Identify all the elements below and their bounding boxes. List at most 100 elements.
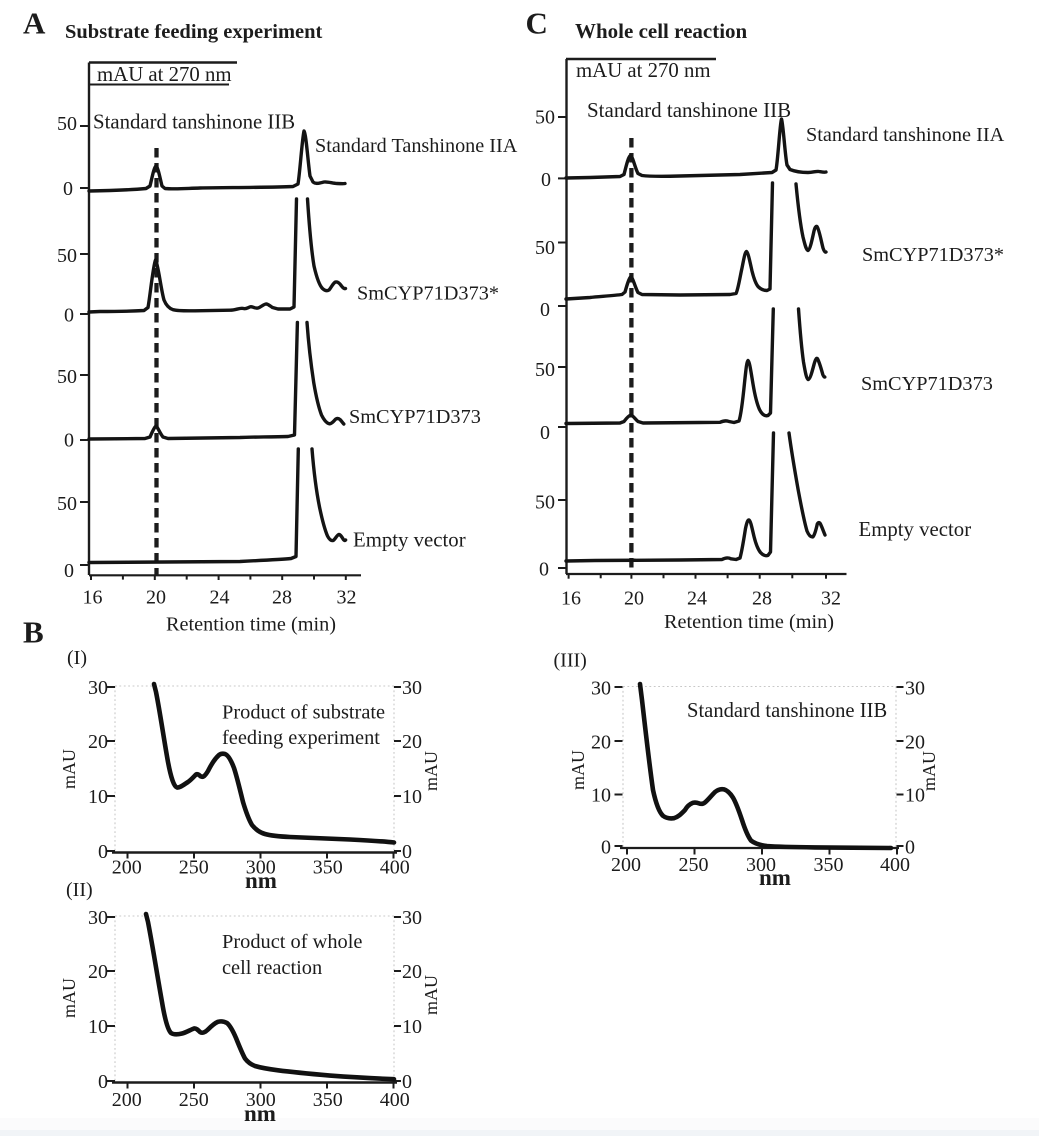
- svg-text:nm: nm: [245, 868, 277, 893]
- svg-text:24: 24: [687, 588, 707, 610]
- svg-text:30: 30: [591, 678, 611, 700]
- svg-text:10: 10: [88, 1016, 108, 1038]
- svg-text:Empty vector: Empty vector: [859, 518, 972, 541]
- svg-text:50: 50: [57, 366, 77, 388]
- svg-text:20: 20: [88, 961, 108, 983]
- svg-text:SmCYP71D373*: SmCYP71D373*: [357, 283, 499, 305]
- svg-text:0: 0: [905, 837, 915, 859]
- svg-text:30: 30: [905, 678, 925, 700]
- svg-text:0: 0: [402, 841, 412, 863]
- svg-text:350: 350: [814, 854, 844, 876]
- svg-text:0: 0: [540, 422, 550, 444]
- svg-text:mAU: mAU: [919, 751, 939, 791]
- svg-text:Empty vector: Empty vector: [353, 529, 466, 552]
- svg-text:20: 20: [591, 732, 611, 754]
- svg-text:350: 350: [313, 1089, 343, 1111]
- svg-text:30: 30: [402, 677, 422, 699]
- svg-text:SmCYP71D373: SmCYP71D373: [861, 373, 993, 395]
- svg-text:300: 300: [746, 854, 776, 876]
- svg-text:10: 10: [591, 785, 611, 807]
- svg-text:300: 300: [246, 1089, 276, 1111]
- svg-text:Retention time (min): Retention time (min): [664, 611, 834, 633]
- svg-text:(I): (I): [67, 647, 87, 669]
- svg-text:Product of whole: Product of whole: [222, 931, 362, 953]
- svg-text:200: 200: [112, 1089, 142, 1111]
- svg-text:mAU: mAU: [421, 975, 441, 1015]
- svg-text:20: 20: [624, 588, 644, 610]
- svg-text:10: 10: [905, 785, 925, 807]
- svg-text:350: 350: [313, 857, 343, 879]
- svg-text:Substrate feeding experiment: Substrate feeding experiment: [65, 21, 323, 43]
- svg-text:Retention time (min): Retention time (min): [166, 614, 336, 636]
- svg-text:30: 30: [88, 907, 108, 929]
- svg-text:mAU: mAU: [421, 751, 441, 791]
- svg-text:Standard tanshinone IIB: Standard tanshinone IIB: [687, 700, 887, 722]
- svg-text:A: A: [23, 6, 46, 41]
- svg-text:SmCYP71D373*: SmCYP71D373*: [862, 244, 1004, 266]
- svg-text:50: 50: [57, 493, 77, 515]
- svg-text:Standard tanshinone IIA: Standard tanshinone IIA: [806, 124, 1005, 146]
- svg-text:Whole cell reaction: Whole cell reaction: [575, 19, 748, 43]
- svg-text:0: 0: [98, 841, 108, 863]
- svg-text:20: 20: [88, 731, 108, 753]
- svg-text:50: 50: [57, 245, 77, 267]
- svg-text:16: 16: [83, 587, 103, 609]
- svg-text:250: 250: [179, 1089, 209, 1111]
- svg-text:30: 30: [88, 677, 108, 699]
- svg-text:10: 10: [402, 1016, 422, 1038]
- svg-text:50: 50: [535, 107, 555, 129]
- svg-text:0: 0: [402, 1071, 412, 1093]
- svg-text:300: 300: [246, 857, 276, 879]
- svg-text:400: 400: [880, 854, 910, 876]
- svg-text:mAU at 270 nm: mAU at 270 nm: [576, 59, 711, 82]
- svg-text:mAU: mAU: [568, 750, 588, 790]
- svg-text:20: 20: [402, 961, 422, 983]
- svg-text:20: 20: [146, 587, 166, 609]
- svg-text:400: 400: [380, 857, 410, 879]
- svg-text:Product of substrate: Product of substrate: [222, 702, 385, 724]
- svg-text:50: 50: [535, 359, 555, 381]
- svg-text:(II): (II): [66, 879, 93, 901]
- svg-text:0: 0: [540, 299, 550, 321]
- svg-text:Standard Tanshinone IIA: Standard Tanshinone IIA: [315, 135, 518, 157]
- svg-text:28: 28: [272, 587, 292, 609]
- svg-text:mAU at 270 nm: mAU at 270 nm: [97, 63, 232, 86]
- svg-text:50: 50: [535, 492, 555, 514]
- svg-text:nm: nm: [759, 865, 791, 890]
- svg-text:0: 0: [64, 430, 74, 452]
- svg-text:cell reaction: cell reaction: [222, 957, 322, 979]
- svg-text:0: 0: [64, 560, 74, 582]
- svg-text:10: 10: [402, 786, 422, 808]
- svg-text:200: 200: [112, 857, 142, 879]
- svg-text:30: 30: [402, 907, 422, 929]
- svg-text:16: 16: [561, 588, 581, 610]
- svg-text:0: 0: [98, 1071, 108, 1093]
- svg-text:Standard tanshinone IIB: Standard tanshinone IIB: [587, 98, 791, 122]
- svg-text:20: 20: [905, 732, 925, 754]
- svg-text:nm: nm: [244, 1101, 276, 1126]
- svg-text:B: B: [23, 615, 44, 650]
- svg-text:0: 0: [539, 559, 549, 581]
- svg-text:24: 24: [210, 587, 230, 609]
- svg-text:20: 20: [402, 731, 422, 753]
- svg-text:28: 28: [752, 588, 772, 610]
- svg-text:0: 0: [64, 305, 74, 327]
- svg-text:SmCYP71D373: SmCYP71D373: [349, 406, 481, 428]
- svg-text:200: 200: [611, 854, 641, 876]
- svg-text:0: 0: [63, 178, 73, 200]
- svg-text:mAU: mAU: [59, 749, 79, 789]
- svg-text:250: 250: [179, 857, 209, 879]
- svg-text:32: 32: [337, 587, 357, 609]
- svg-text:C: C: [526, 6, 548, 41]
- svg-text:32: 32: [821, 588, 841, 610]
- svg-text:0: 0: [601, 837, 611, 859]
- svg-text:10: 10: [88, 786, 108, 808]
- svg-text:feeding experiment: feeding experiment: [222, 727, 380, 749]
- svg-text:50: 50: [535, 237, 555, 259]
- svg-text:400: 400: [380, 1089, 410, 1111]
- svg-text:Standard tanshinone IIB: Standard tanshinone IIB: [93, 111, 295, 134]
- svg-text:mAU: mAU: [59, 978, 79, 1018]
- svg-text:50: 50: [57, 113, 77, 135]
- svg-text:250: 250: [679, 854, 709, 876]
- svg-text:0: 0: [541, 169, 551, 191]
